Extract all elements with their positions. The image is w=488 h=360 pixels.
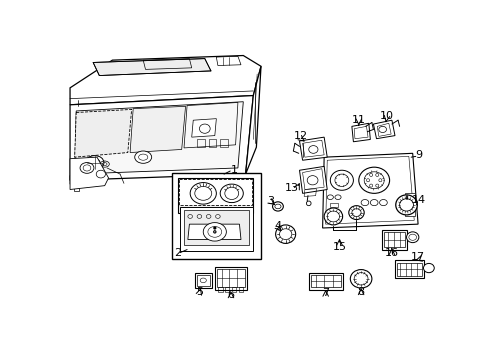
Polygon shape	[299, 166, 326, 193]
Text: 10: 10	[379, 111, 393, 121]
Text: 8: 8	[357, 287, 364, 297]
Ellipse shape	[190, 183, 216, 204]
Ellipse shape	[80, 163, 94, 173]
Text: 14: 14	[411, 194, 425, 204]
Bar	[172, 172, 261, 259]
Polygon shape	[75, 102, 243, 174]
Polygon shape	[191, 119, 216, 137]
Ellipse shape	[349, 270, 371, 288]
Ellipse shape	[395, 195, 416, 215]
Polygon shape	[214, 266, 246, 289]
Text: 12: 12	[293, 131, 307, 141]
Polygon shape	[394, 260, 424, 278]
Polygon shape	[70, 55, 261, 105]
Ellipse shape	[85, 156, 104, 170]
Ellipse shape	[275, 225, 295, 243]
Text: 2: 2	[174, 248, 181, 258]
Ellipse shape	[96, 170, 105, 178]
Ellipse shape	[220, 184, 243, 203]
Polygon shape	[308, 273, 343, 289]
Polygon shape	[70, 157, 108, 189]
Polygon shape	[245, 66, 261, 174]
Ellipse shape	[329, 170, 353, 190]
Ellipse shape	[203, 222, 226, 241]
Ellipse shape	[358, 167, 389, 193]
Text: 11: 11	[351, 115, 365, 125]
Text: 5: 5	[196, 287, 203, 297]
Polygon shape	[179, 180, 251, 205]
Polygon shape	[178, 178, 253, 213]
Text: 9: 9	[414, 150, 422, 160]
Polygon shape	[75, 109, 131, 157]
Polygon shape	[404, 193, 414, 203]
Polygon shape	[183, 210, 248, 245]
Polygon shape	[187, 224, 241, 239]
Text: 16: 16	[384, 248, 398, 258]
Text: 4: 4	[274, 221, 281, 231]
Text: 1: 1	[231, 165, 238, 175]
Polygon shape	[70, 95, 253, 180]
Ellipse shape	[213, 226, 216, 230]
Polygon shape	[93, 59, 210, 76]
Ellipse shape	[348, 206, 364, 220]
Polygon shape	[194, 273, 212, 288]
Polygon shape	[84, 172, 99, 181]
Polygon shape	[70, 175, 81, 184]
Ellipse shape	[272, 202, 283, 211]
Text: 6: 6	[227, 290, 234, 300]
Polygon shape	[299, 137, 326, 160]
Text: 17: 17	[410, 252, 424, 262]
Ellipse shape	[423, 264, 433, 273]
Polygon shape	[373, 120, 394, 139]
Text: 13: 13	[284, 183, 298, 193]
Polygon shape	[130, 106, 185, 153]
Polygon shape	[404, 206, 414, 216]
Polygon shape	[381, 230, 407, 249]
Ellipse shape	[406, 232, 418, 243]
Polygon shape	[351, 123, 369, 142]
Polygon shape	[180, 207, 252, 251]
Ellipse shape	[324, 208, 342, 225]
Text: 3: 3	[267, 196, 274, 206]
Text: 7: 7	[322, 288, 328, 298]
Text: 15: 15	[332, 242, 346, 252]
Polygon shape	[322, 153, 417, 228]
Ellipse shape	[135, 151, 151, 163]
